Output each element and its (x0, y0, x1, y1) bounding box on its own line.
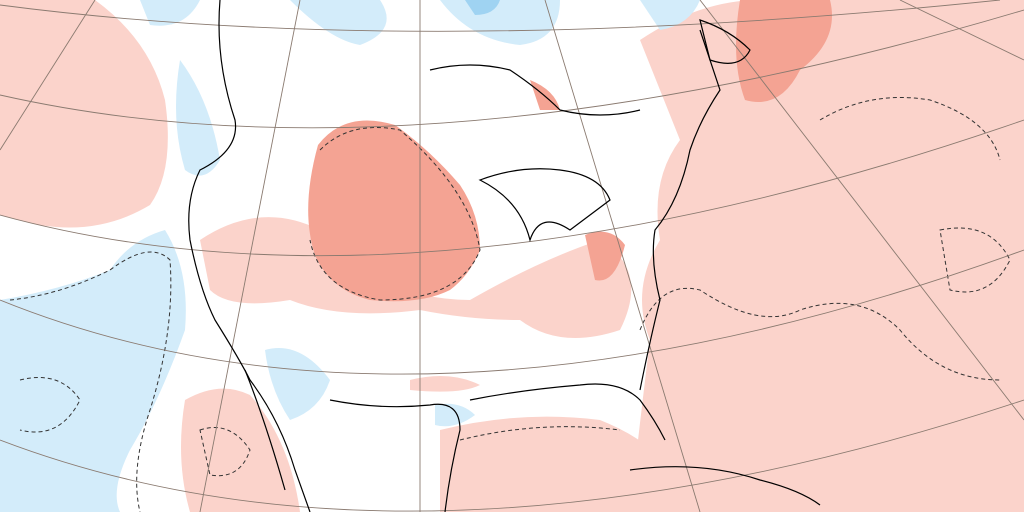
latitude-line (0, 9, 1024, 129)
longitude-line (199, 0, 301, 512)
coastline (639, 29, 721, 391)
great-lakes (478, 168, 611, 243)
longitude-line (899, 0, 1024, 61)
region (630, 0, 1024, 512)
coastlines (188, 0, 821, 512)
latitude-line (0, 249, 1024, 375)
region (736, 0, 832, 102)
latitude-line (0, 399, 1024, 512)
region (0, 0, 168, 228)
coastline (469, 383, 666, 441)
longitude-line (699, 0, 1024, 421)
coastline (244, 369, 286, 491)
region (440, 0, 560, 45)
region (440, 416, 690, 512)
region (181, 388, 300, 512)
region (200, 217, 632, 338)
contour (9, 251, 172, 512)
region (140, 0, 200, 26)
negative-anomaly-light (0, 0, 700, 512)
region (640, 0, 700, 30)
coastline (429, 64, 641, 116)
longitude-line (0, 0, 96, 151)
contour (199, 427, 251, 477)
coastline (188, 0, 311, 512)
coastline (699, 19, 751, 64)
region (0, 230, 186, 512)
latitude-line (0, 0, 1001, 32)
region (176, 60, 220, 176)
latitude-line (0, 119, 1024, 257)
significance-contours (9, 97, 1011, 512)
longitude-line (544, 0, 701, 512)
negative-anomaly-strong (465, 0, 500, 15)
contour (819, 97, 1001, 161)
region (308, 120, 480, 302)
region (410, 376, 480, 392)
region (585, 231, 625, 281)
coastline (329, 399, 461, 512)
region (265, 348, 330, 420)
contour (309, 127, 481, 301)
region (290, 0, 387, 45)
contour (19, 377, 81, 433)
coastline (629, 466, 821, 506)
contour (459, 426, 621, 441)
region (435, 403, 475, 427)
